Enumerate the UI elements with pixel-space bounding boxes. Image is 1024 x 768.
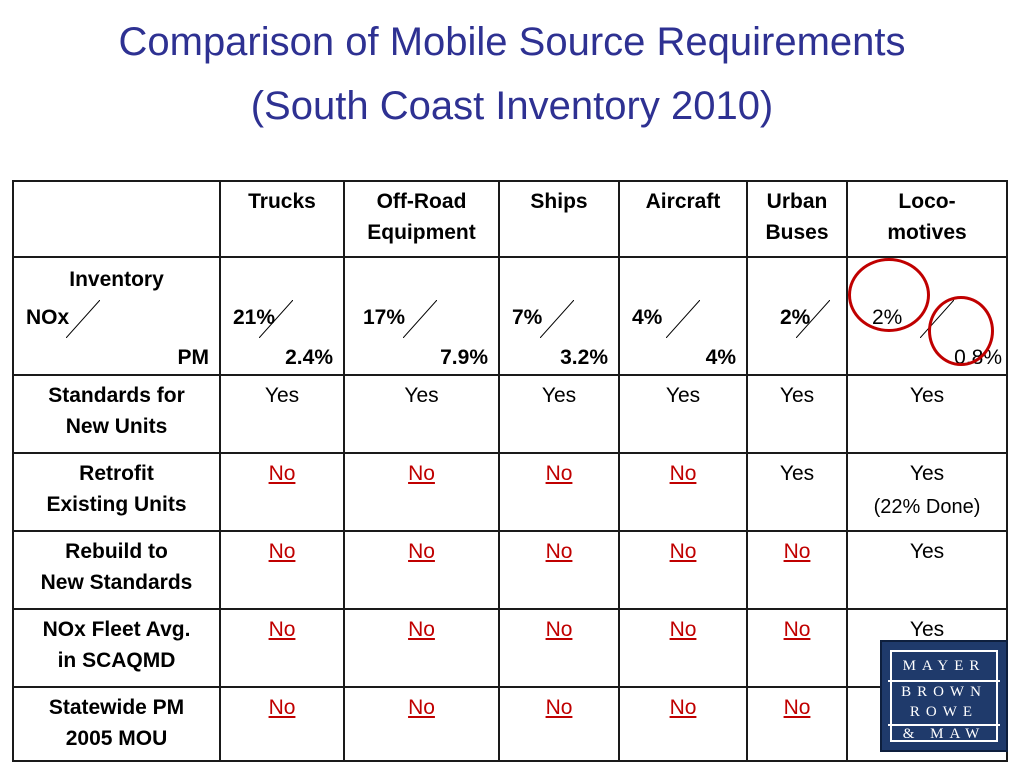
col-header-locomotives: Loco-motives <box>846 180 1008 258</box>
inventory-label: Inventory <box>69 268 164 291</box>
nox-label: NOx <box>26 306 70 329</box>
logo-frame <box>890 650 998 742</box>
col-header-trucks: Trucks <box>219 180 345 258</box>
inv-cell-trucks: 21% 2.4% <box>219 256 345 376</box>
inv-cell-off-road: 17% 7.9% <box>343 256 500 376</box>
cell-value-link[interactable]: No <box>498 530 620 610</box>
row-header: NOx Fleet Avg. in SCAQMD <box>12 608 221 688</box>
nox-value: 21% <box>233 306 276 329</box>
logo-text-brown: BROWN <box>901 684 987 700</box>
logo-text-maw: & MAW <box>902 726 986 742</box>
cell-value: Yes <box>219 374 345 454</box>
cell-value: Yes <box>498 374 620 454</box>
cell-value-link[interactable]: No <box>618 530 748 610</box>
corner-cell <box>12 180 221 258</box>
diagonal-divider <box>796 300 830 338</box>
cell-value-link[interactable]: No <box>618 686 748 762</box>
row-header: Rebuild to New Standards <box>12 530 221 610</box>
row-nox-fleet-avg: NOx Fleet Avg. in SCAQMD No No No No No Y… <box>12 608 1008 688</box>
comparison-table: Trucks Off-Road Equipment Ships Aircraft … <box>12 180 1008 762</box>
row-standards-new-units: Standards for New Units Yes Yes Yes Yes Y… <box>12 374 1008 454</box>
logo-rule <box>888 724 1000 726</box>
logo-text-mayer: MAYER <box>902 658 986 674</box>
inventory-row: Inventory NOx PM 21% 2.4% 17% 7.9% 7% 3.… <box>12 256 1008 376</box>
diagonal-divider <box>540 300 574 338</box>
row-header: Statewide PM 2005 MOU <box>12 686 221 762</box>
slide-title-line2: (South Coast Inventory 2010) <box>250 84 774 128</box>
cell-value-link[interactable]: No <box>219 686 345 762</box>
inv-cell-aircraft: 4% 4% <box>618 256 748 376</box>
nox-value: 2% <box>780 306 811 329</box>
cell-value-link[interactable]: No <box>219 452 345 532</box>
cell-value-link[interactable]: No <box>746 686 848 762</box>
nox-value: 7% <box>512 306 543 329</box>
row-header: Standards for New Units <box>12 374 221 454</box>
cell-value: Yes <box>343 374 500 454</box>
logo-rule <box>888 680 1000 682</box>
cell-value-link[interactable]: No <box>343 530 500 610</box>
cell-value-link[interactable]: No <box>219 530 345 610</box>
cell-value-link[interactable]: No <box>343 608 500 688</box>
pm-value: 2.4% <box>285 346 333 369</box>
cell-value-link[interactable]: No <box>746 530 848 610</box>
diagonal-divider <box>66 300 100 338</box>
pm-value: 7.9% <box>440 346 488 369</box>
cell-value-link[interactable]: No <box>498 452 620 532</box>
diagonal-divider <box>666 300 700 338</box>
pm-label: PM <box>177 346 210 369</box>
slide-title-line1: Comparison of Mobile Source Requirements <box>118 20 906 64</box>
row-header: Retrofit Existing Units <box>12 452 221 532</box>
nox-value: 17% <box>363 306 406 329</box>
col-header-off-road: Off-Road Equipment <box>343 180 500 258</box>
cell-value: Yes <box>846 374 1008 454</box>
highlight-circle-nox <box>848 258 930 332</box>
pm-value: 3.2% <box>560 346 608 369</box>
diagonal-divider <box>259 300 293 338</box>
pm-value: 4% <box>705 346 736 369</box>
col-header-aircraft: Aircraft <box>618 180 748 258</box>
cell-value-link[interactable]: No <box>498 686 620 762</box>
header-row: Trucks Off-Road Equipment Ships Aircraft … <box>12 180 1008 258</box>
cell-value-link[interactable]: No <box>498 608 620 688</box>
mayer-brown-logo: MAYER BROWN ROWE & MAW <box>880 640 1008 752</box>
cell-value-link[interactable]: No <box>343 452 500 532</box>
diagonal-divider <box>403 300 437 338</box>
cell-value: Yes (22% Done) <box>846 452 1008 532</box>
row-retrofit-existing-units: Retrofit Existing Units No No No No Yes Y… <box>12 452 1008 532</box>
nox-value: 4% <box>632 306 663 329</box>
cell-value: Yes <box>746 452 848 532</box>
inv-cell-urban-buses: 2% <box>746 256 848 376</box>
retrofit-note: (22% Done) <box>873 496 981 518</box>
logo-text-rowe: ROWE <box>909 704 979 720</box>
cell-value-link[interactable]: No <box>746 608 848 688</box>
highlight-circle-pm <box>928 296 994 366</box>
cell-value-link[interactable]: No <box>343 686 500 762</box>
col-header-ships: Ships <box>498 180 620 258</box>
cell-value-link[interactable]: No <box>219 608 345 688</box>
col-header-urban-buses: Urban Buses <box>746 180 848 258</box>
cell-value: Yes <box>618 374 748 454</box>
cell-value: Yes <box>846 530 1008 610</box>
inv-cell-ships: 7% 3.2% <box>498 256 620 376</box>
inventory-header-cell: Inventory NOx PM <box>12 256 221 376</box>
row-rebuild-new-standards: Rebuild to New Standards No No No No No Y… <box>12 530 1008 610</box>
cell-value-link[interactable]: No <box>618 452 748 532</box>
cell-value: Yes <box>746 374 848 454</box>
cell-value-link[interactable]: No <box>618 608 748 688</box>
